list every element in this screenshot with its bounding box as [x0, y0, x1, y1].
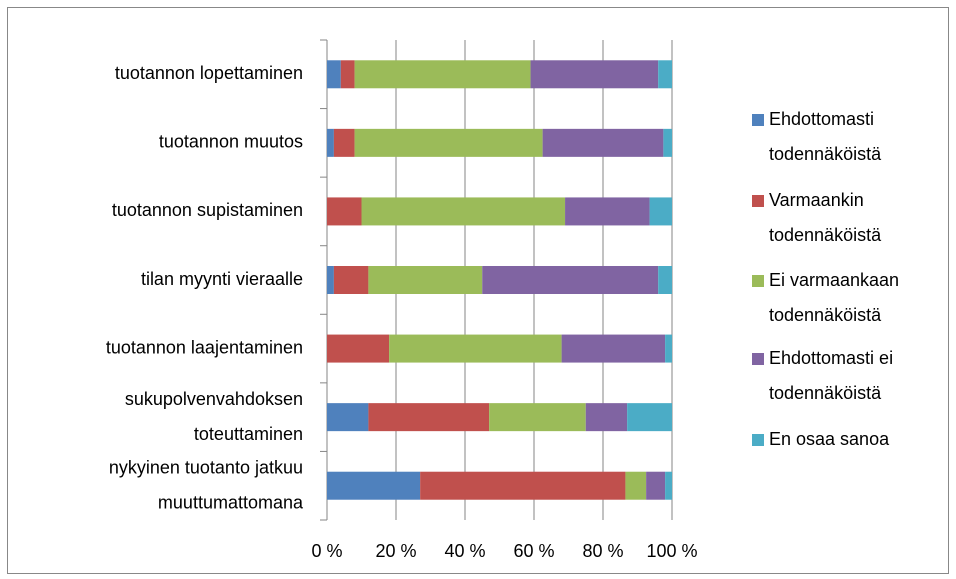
bar-segment — [354, 128, 543, 157]
bar-segment — [389, 334, 562, 363]
bar-segment — [327, 471, 421, 500]
y-tick-label: tuotannon muutos — [159, 132, 303, 152]
bar-segment — [327, 60, 341, 89]
y-tick-label: tuotannon supistaminen — [112, 200, 303, 220]
bar-segment — [327, 128, 334, 157]
bar-segment — [420, 471, 626, 500]
bar-segment — [665, 471, 672, 500]
y-tick-label: tuotannon laajentaminen — [106, 337, 303, 357]
x-tick-label: 0 % — [311, 541, 342, 561]
legend-swatch — [752, 353, 764, 365]
bar-segment — [627, 403, 672, 432]
bar-segment — [368, 403, 490, 432]
y-tick-label: tuotannon lopettaminen — [115, 63, 303, 83]
bar-segment — [561, 334, 666, 363]
legend-label: Ei varmaankaan todennäköistä — [769, 270, 899, 325]
y-tick-label: nykyinen tuotanto jatkuu muuttumattomana — [109, 457, 304, 512]
legend-swatch — [752, 195, 764, 207]
bar-segment — [340, 60, 355, 89]
bar-segment — [327, 197, 362, 226]
bar-segment — [333, 128, 355, 157]
bar-segment — [565, 197, 650, 226]
bar-segment — [327, 403, 369, 432]
bar-segment — [327, 334, 390, 363]
y-tick-label: tilan myynti vieraalle — [141, 269, 303, 289]
legend-label: Varmaankin todennäköistä — [769, 190, 882, 245]
bar-segment — [327, 266, 334, 294]
x-tick-label: 20 % — [375, 541, 416, 561]
bar-segment — [625, 471, 647, 500]
x-tick-label: 60 % — [513, 541, 554, 561]
bar-segment — [649, 197, 672, 226]
bar-segment — [658, 60, 672, 89]
bar-segment — [585, 403, 628, 432]
bar-segment — [333, 266, 369, 294]
legend-swatch — [752, 434, 764, 446]
bar-segment — [658, 266, 672, 294]
legend-label: En osaa sanoa — [769, 429, 890, 449]
bar-segment — [354, 60, 531, 89]
bar-segment — [361, 197, 566, 226]
legend-label: Ehdottomasti todennäköistä — [769, 109, 882, 164]
legend-swatch — [752, 114, 764, 126]
y-tick-label: sukupolvenvahdoksen toteuttaminen — [125, 389, 303, 444]
bar-segment — [665, 334, 672, 363]
bar-segment — [663, 128, 672, 157]
bar-segment — [542, 128, 664, 157]
legend-swatch — [752, 275, 764, 287]
x-tick-label: 100 % — [646, 541, 697, 561]
x-tick-label: 40 % — [444, 541, 485, 561]
x-tick-label: 80 % — [582, 541, 623, 561]
bar-segment — [646, 471, 666, 500]
bar-segment — [530, 60, 659, 89]
bar-segment — [489, 403, 586, 432]
legend-label: Ehdottomasti ei todennäköistä — [769, 348, 893, 403]
bar-segment — [368, 266, 483, 294]
bar-segment — [482, 266, 659, 294]
